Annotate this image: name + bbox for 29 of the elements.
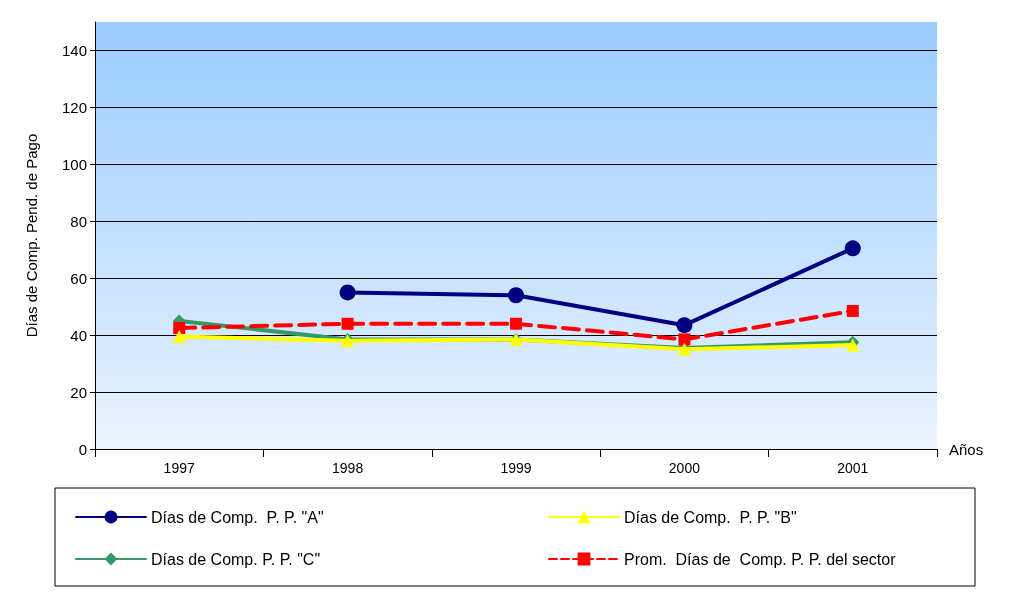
y-tick-label: 100 [61, 155, 87, 173]
y-tick-label: 120 [61, 98, 87, 116]
x-tick-label: 2001 [837, 460, 869, 476]
point [846, 304, 859, 317]
x-tick-label: 1997 [163, 460, 195, 476]
point [341, 317, 354, 330]
point [678, 333, 691, 346]
y-tick-label: 140 [61, 41, 87, 59]
point [339, 284, 356, 301]
x-tick-label: 1998 [332, 460, 364, 476]
point [510, 317, 522, 330]
y-axis-title: Días de Comp. Pend. de Pago [23, 133, 40, 338]
point [508, 287, 524, 304]
y-tick-label: 80 [70, 212, 87, 230]
x-axis-title: Años [949, 440, 984, 458]
legend-label: Días de Comp. P. P. "C" [151, 550, 321, 568]
legend-label: Días de Comp. P. P. "B" [624, 508, 797, 526]
y-tick-label: 0 [78, 440, 87, 458]
y-tick-label: 60 [70, 269, 87, 287]
y-tick-label: 20 [70, 383, 87, 401]
y-tick-label: 40 [70, 326, 87, 344]
point [844, 240, 861, 257]
point [172, 330, 186, 344]
legend-label: Días de Comp. P. P. "A" [151, 508, 324, 526]
x-tick-label: 2000 [668, 460, 701, 476]
legend-label: Prom. Días de Comp. P. P. del sector [624, 550, 897, 568]
point [676, 317, 693, 334]
x-tick-label: 1999 [500, 460, 532, 476]
point [173, 322, 186, 335]
